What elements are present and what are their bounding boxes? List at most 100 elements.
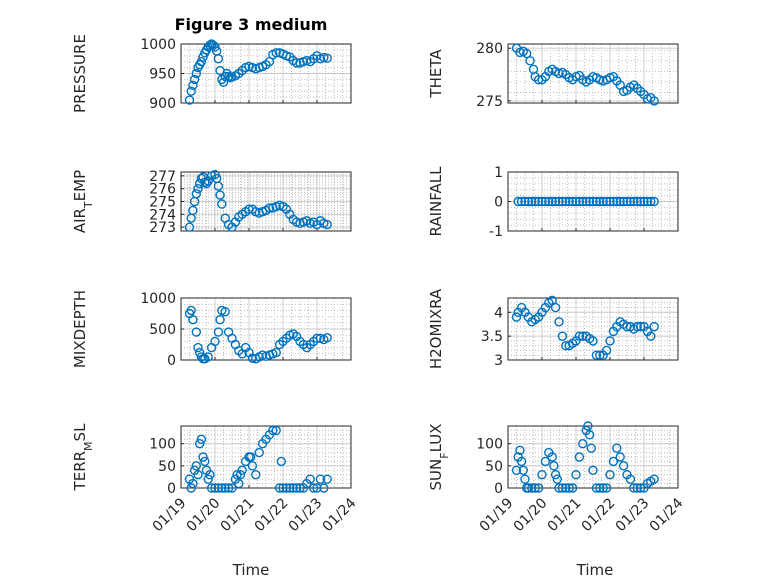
data-point (319, 52, 329, 63)
subplot-2: 275 280 THETA (427, 41, 679, 110)
data-point (625, 474, 636, 484)
data-point (571, 470, 581, 480)
data-point (547, 452, 557, 462)
data-point (194, 439, 205, 449)
data-point (574, 196, 585, 207)
data-point (635, 483, 646, 493)
plot-frame (507, 297, 679, 361)
data-point (622, 196, 632, 207)
data-point (584, 430, 595, 440)
plot-frame (180, 425, 352, 489)
data-point (649, 96, 659, 106)
data-point (598, 483, 608, 493)
data-point (220, 483, 230, 493)
x-tick-label: 01/22 (252, 495, 292, 535)
subplot-6: 3 3.5 4 H2OMIXRA (427, 288, 679, 369)
data-point (554, 196, 564, 207)
data-point (281, 483, 292, 493)
data-point (193, 342, 203, 353)
data-point (247, 461, 258, 471)
data-point (533, 483, 544, 493)
data-point (547, 196, 557, 207)
data-point (184, 95, 195, 105)
data-point (561, 196, 571, 207)
data-point (581, 196, 591, 207)
data-point (615, 196, 625, 207)
data-point (223, 483, 234, 493)
plot-frame (507, 43, 679, 104)
data-point (598, 196, 608, 207)
data-point (533, 196, 544, 207)
data-point (206, 483, 217, 493)
data-point (564, 196, 574, 207)
data-point (554, 483, 564, 493)
data-point (574, 331, 585, 341)
data-point (537, 196, 547, 207)
data-point (227, 483, 237, 493)
y-tick-label: 4 (494, 305, 503, 321)
y-tick-label: 3.5 (481, 329, 503, 345)
y-tick-label: 0 (494, 481, 503, 497)
y-axis-label: THETA (427, 49, 445, 99)
data-point (595, 483, 605, 493)
data-point (271, 425, 281, 436)
data-point (516, 456, 527, 467)
data-point (557, 196, 568, 207)
data-point (213, 54, 224, 64)
data-point (215, 315, 225, 325)
data-point (639, 196, 649, 207)
data-point (198, 452, 208, 462)
data-point (217, 199, 227, 209)
x-tick-label: 01/20 (184, 495, 224, 535)
data-point (629, 483, 639, 493)
data-point (550, 302, 561, 313)
data-point (245, 452, 256, 462)
data-point (511, 465, 522, 475)
data-point (322, 332, 332, 343)
data-point (193, 183, 203, 194)
subplot-4: -1 0 1 RAINFALL (427, 165, 679, 240)
data-point (537, 470, 547, 480)
data-point (549, 461, 559, 471)
data-point (511, 312, 522, 322)
data-point (295, 483, 305, 493)
y-tick-label: 0 (494, 195, 503, 211)
x-tick-label: 01/21 (545, 495, 585, 535)
subplot-7: 0 50 100 TERRMSL 01/1901/2001/2101/2201/2301… (71, 423, 360, 535)
x-tick-label: 01/20 (511, 495, 551, 535)
y-tick-label: 277 (149, 169, 176, 185)
data-point (278, 483, 288, 493)
data-point (574, 452, 585, 462)
data-point (193, 470, 203, 480)
data-point (635, 196, 646, 207)
x-tick-label: 01/24 (320, 495, 360, 535)
data-point (220, 306, 230, 317)
data-point (595, 350, 605, 360)
data-point (612, 443, 622, 453)
y-axis-label: PRESSURE (71, 34, 89, 113)
data-point (578, 439, 588, 449)
data-point (196, 57, 207, 67)
data-point (540, 196, 551, 207)
data-point (203, 474, 213, 484)
data-point (530, 483, 540, 493)
data-point (322, 53, 332, 63)
data-point (646, 196, 656, 207)
data-point (210, 42, 220, 52)
x-tick-label: 01/23 (613, 495, 653, 535)
data-point (591, 483, 602, 493)
data-point (618, 196, 629, 207)
data-point (557, 483, 568, 493)
data-point (561, 483, 571, 493)
data-point (254, 447, 264, 458)
data-point (522, 48, 532, 59)
data-point (188, 478, 198, 489)
data-point (601, 196, 612, 207)
data-point (520, 474, 530, 484)
y-tick-label: 275 (476, 94, 503, 110)
y-axis-label: RAINFALL (427, 166, 445, 237)
y-tick-label: 900 (149, 96, 176, 112)
data-point (523, 196, 534, 207)
